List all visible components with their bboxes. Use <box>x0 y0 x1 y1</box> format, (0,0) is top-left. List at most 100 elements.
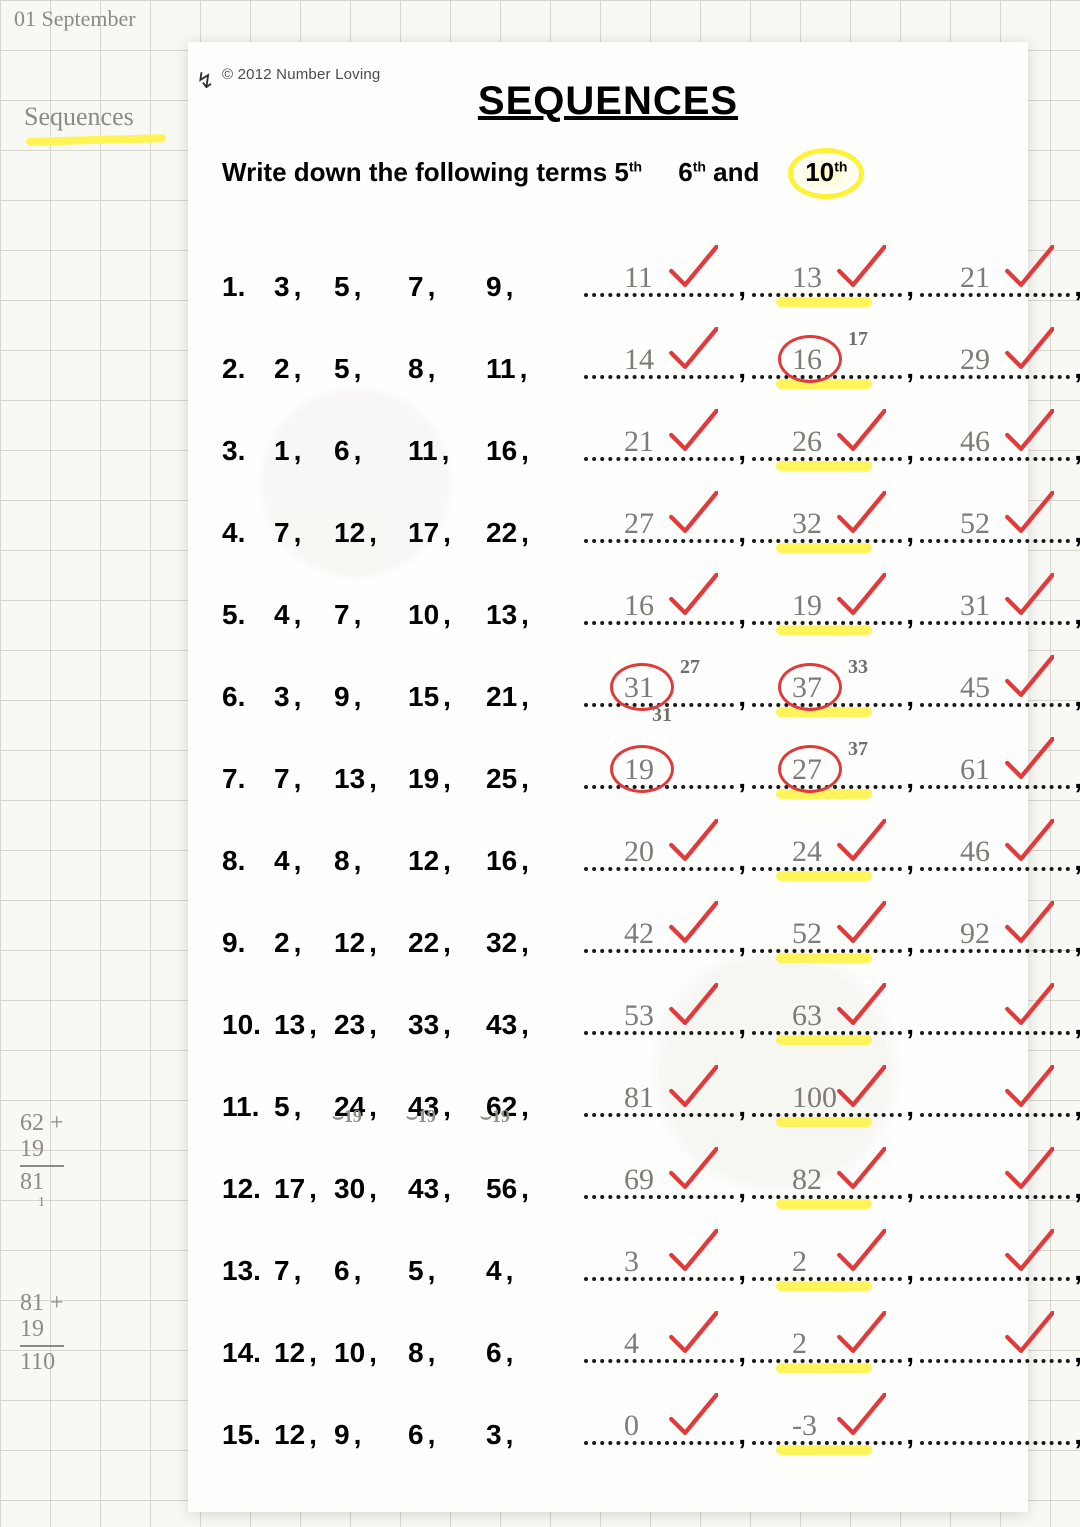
given-term: 9 <box>334 1419 408 1451</box>
margin-topic-highlight <box>26 134 166 146</box>
calc-line: 81 + <box>20 1290 64 1316</box>
given-term: 12 <box>274 1337 334 1369</box>
student-answer: 45 <box>960 671 990 705</box>
student-answer: 53 <box>624 999 654 1033</box>
given-term: 21 <box>486 681 566 713</box>
sequence-row: 7.7131925,19,2737,61 <box>222 721 994 795</box>
student-answer: 27 <box>792 753 822 787</box>
given-term: 32 <box>486 927 566 959</box>
comma: , <box>738 599 746 631</box>
red-check-icon <box>666 245 718 297</box>
given-term: 11 <box>408 435 486 467</box>
row-number: 9. <box>222 927 274 959</box>
student-answer: 37 <box>792 671 822 705</box>
red-check-icon <box>834 1065 886 1117</box>
comma: , <box>906 1337 914 1369</box>
sequence-row: 2.25811,14,1617,29 <box>222 311 994 385</box>
sequence-row: 6.391521,3127,3733,4531 <box>222 639 994 713</box>
red-check-icon <box>666 491 718 543</box>
comma: , <box>906 1173 914 1205</box>
yellow-highlight <box>776 871 872 881</box>
margin-date-note: 01 September <box>14 6 136 32</box>
given-term: 43 <box>486 1009 566 1041</box>
given-term: 8 <box>334 845 408 877</box>
comma: , <box>906 435 914 467</box>
yellow-highlight <box>776 461 872 471</box>
given-term: 56 <box>486 1173 566 1205</box>
dotted-line <box>584 539 734 543</box>
given-term: 9 <box>486 271 566 303</box>
given-term: 33 <box>408 1009 486 1041</box>
student-answer: 24 <box>792 835 822 869</box>
red-check-icon <box>1002 245 1054 297</box>
red-check-icon <box>666 1311 718 1363</box>
given-term: 5 <box>408 1255 486 1287</box>
term-6th: 6th <box>678 157 706 187</box>
teacher-correction: 37 <box>848 738 868 761</box>
difference-arc: ⌣19 <box>480 1106 510 1127</box>
comma: , <box>906 517 914 549</box>
comma: , <box>906 763 914 795</box>
dotted-line <box>584 785 734 789</box>
student-answer: 32 <box>792 507 822 541</box>
given-term: 17 <box>274 1173 334 1205</box>
row-number: 14. <box>222 1337 274 1369</box>
comma: , <box>1074 271 1080 303</box>
given-term: 3 <box>274 681 334 713</box>
given-term: 22 <box>486 517 566 549</box>
comma: , <box>1074 517 1080 549</box>
row-number: 11. <box>222 1091 274 1123</box>
given-term: 7 <box>274 1255 334 1287</box>
dotted-line <box>920 949 1070 953</box>
red-check-icon <box>666 1147 718 1199</box>
given-term: 25 <box>486 763 566 795</box>
yellow-highlight <box>776 1117 872 1127</box>
given-term: 1 <box>274 435 334 467</box>
red-check-icon <box>666 327 718 379</box>
given-term: 7 <box>274 763 334 795</box>
row-number: 7. <box>222 763 274 795</box>
dotted-line <box>920 375 1070 379</box>
comma: , <box>1074 599 1080 631</box>
student-answer: 100 <box>792 1081 837 1115</box>
student-answer: 63 <box>792 999 822 1033</box>
red-check-icon <box>834 491 886 543</box>
dotted-line <box>920 1113 1070 1117</box>
given-term: 12 <box>334 927 408 959</box>
student-answer: 16 <box>792 343 822 377</box>
dotted-line <box>920 1359 1070 1363</box>
red-check-icon <box>834 573 886 625</box>
comma: , <box>1074 1255 1080 1287</box>
student-answer: 4 <box>624 1327 639 1361</box>
yellow-highlight <box>776 1035 872 1045</box>
comma: , <box>906 845 914 877</box>
dotted-line <box>920 293 1070 297</box>
comma: , <box>1074 1009 1080 1041</box>
comma: , <box>738 1091 746 1123</box>
comma: , <box>738 927 746 959</box>
sequence-row: 13.7654,3,2, <box>222 1213 994 1287</box>
dotted-line <box>584 949 734 953</box>
given-term: 15 <box>408 681 486 713</box>
given-term: 12 <box>334 517 408 549</box>
red-check-icon <box>1002 655 1054 707</box>
comma: , <box>738 271 746 303</box>
yellow-highlight <box>776 625 872 635</box>
given-term: 4 <box>486 1255 566 1287</box>
red-check-icon <box>666 819 718 871</box>
given-term: 9 <box>334 681 408 713</box>
given-term: 12 <box>408 845 486 877</box>
student-answer: 81 <box>624 1081 654 1115</box>
instruction-prefix: Write down the following terms <box>222 157 614 187</box>
comma: , <box>738 763 746 795</box>
row-number: 12. <box>222 1173 274 1205</box>
row-number: 4. <box>222 517 274 549</box>
student-answer: 26 <box>792 425 822 459</box>
red-check-icon <box>834 409 886 461</box>
red-check-icon <box>1002 983 1054 1035</box>
red-check-icon <box>834 819 886 871</box>
given-term: 10 <box>334 1337 408 1369</box>
yellow-highlight <box>776 379 872 389</box>
given-term: 6 <box>334 435 408 467</box>
given-term: 5 <box>334 271 408 303</box>
